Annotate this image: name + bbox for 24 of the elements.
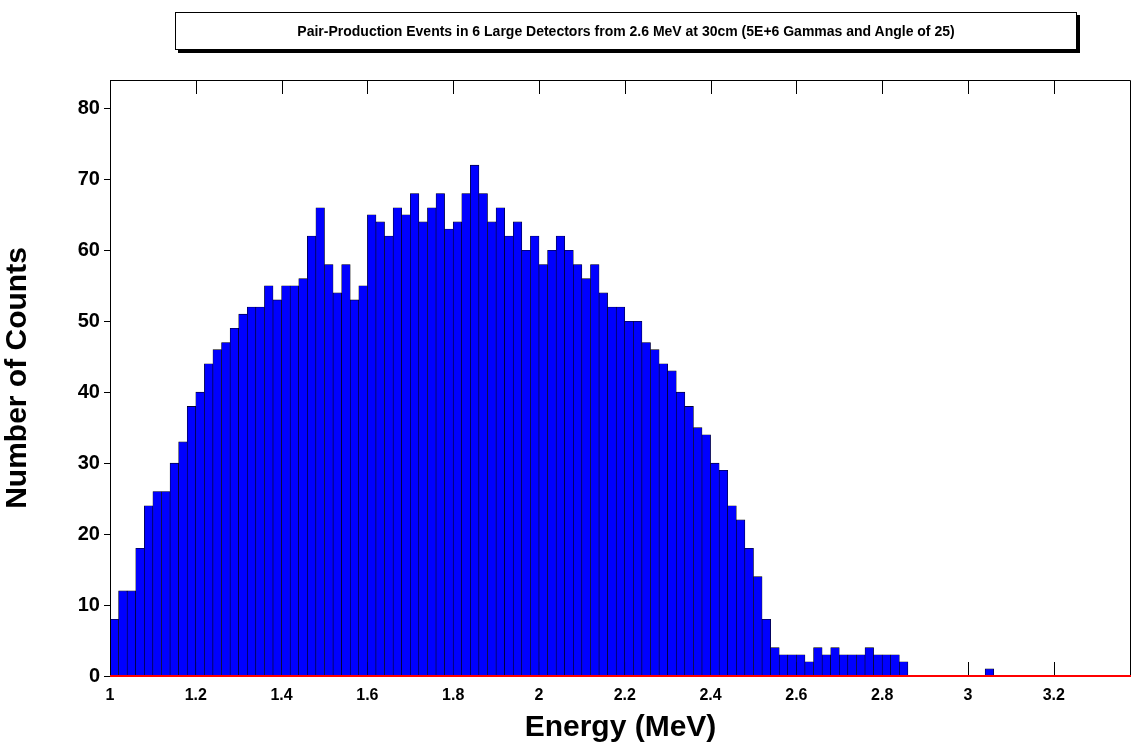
y-tick-label: 70 — [77, 166, 100, 189]
y-tick-label: 60 — [77, 237, 100, 260]
x-tick-label: 3 — [963, 686, 973, 704]
y-tick-label: 50 — [77, 308, 100, 331]
x-tick-label: 2.6 — [785, 686, 808, 704]
y-tick-label: 20 — [77, 521, 100, 544]
x-tick-label: 1.2 — [184, 686, 208, 704]
chart-title: Pair-Production Events in 6 Large Detectors from 2.6 MeV at 30cm (5E+6 Gammas and Angle of 25) — [175, 12, 1077, 50]
y-tick-label: 80 — [77, 95, 100, 118]
x-tick-label: 1.4 — [270, 686, 293, 704]
x-tick-label: 2.8 — [871, 686, 894, 704]
x-tick-label: 2 — [534, 686, 544, 704]
y-tick-label: 10 — [77, 592, 100, 615]
y-axis-title: Number of Counts — [0, 247, 33, 509]
x-tick-label: 1.6 — [356, 686, 379, 704]
x-tick-label: 3.2 — [1042, 686, 1065, 704]
x-tick-label: 2.4 — [699, 686, 722, 704]
y-tick-label: 0 — [88, 663, 100, 686]
y-tick-label: 30 — [77, 450, 100, 473]
y-tick-label: 40 — [77, 379, 100, 402]
x-tick-label: 1.8 — [442, 686, 465, 704]
x-tick-label: 1 — [105, 686, 115, 704]
x-tick-label: 2.2 — [613, 686, 637, 704]
x-axis-title: Energy (MeV) — [524, 709, 717, 743]
